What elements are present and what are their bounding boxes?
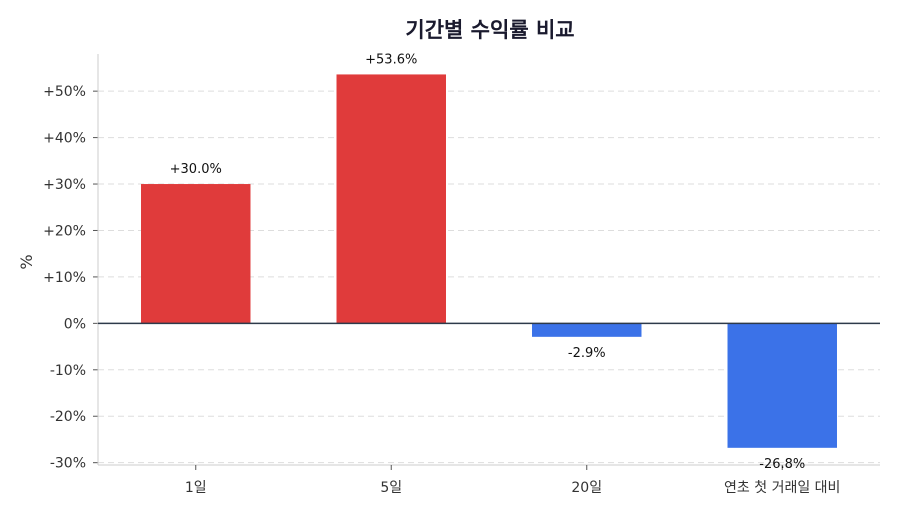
- x-tick-label: 20일: [571, 480, 602, 496]
- y-tick-label: 0%: [64, 316, 86, 332]
- y-tick-label: +30%: [43, 177, 86, 193]
- bar-2: [336, 74, 446, 324]
- bar-4: [727, 323, 837, 448]
- bars: [141, 74, 837, 448]
- y-tick-label: +50%: [43, 84, 86, 100]
- bar-1: [141, 184, 251, 324]
- chart-title: 기간별 수익률 비교: [405, 18, 574, 42]
- data-label-1: +30.0%: [170, 162, 222, 177]
- y-tick-label: +10%: [43, 270, 86, 286]
- y-axis-label: %: [17, 254, 36, 269]
- y-tick-label: -20%: [50, 409, 86, 425]
- data-labels: +30.0% +53.6% -2.9% -26.8%: [170, 52, 806, 471]
- y-tick-label: +40%: [43, 131, 86, 147]
- x-tick-label: 1일: [185, 480, 207, 496]
- x-tick-label: 5일: [380, 480, 402, 496]
- y-tick-label: -10%: [50, 363, 86, 379]
- data-label-2: +53.6%: [365, 52, 417, 67]
- data-label-4: -26.8%: [759, 457, 805, 472]
- axes: [93, 54, 880, 470]
- tick-labels: -30% -20% -10% 0% +10% +20% +30% +40% +50% 1일 5일 20…: [43, 84, 840, 496]
- y-tick-label: -30%: [50, 456, 86, 472]
- x-tick-label: 연초 첫 거래일 대비: [724, 480, 840, 496]
- y-tick-label: +20%: [43, 223, 86, 239]
- bar-3: [532, 323, 642, 337]
- data-label-3: -2.9%: [568, 346, 606, 361]
